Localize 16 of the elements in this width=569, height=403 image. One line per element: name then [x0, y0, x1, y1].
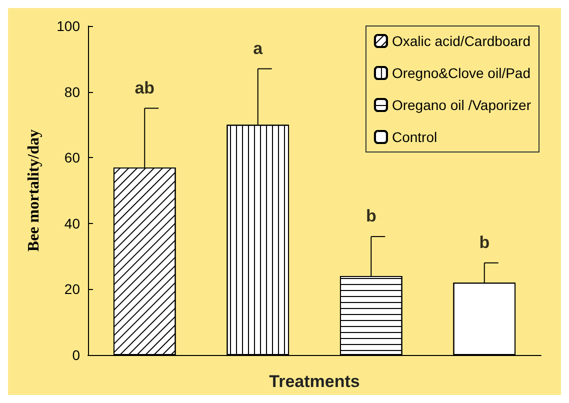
y-tick-label: 60 [64, 150, 80, 166]
y-axis-title: Bee mortality/day [26, 129, 42, 252]
y-tick-label: 80 [64, 84, 80, 100]
x-axis-title: Treatments [269, 372, 360, 391]
legend-label: Oregno&Clove oil/Pad [392, 65, 530, 81]
legend-label: Oxalic acid/Cardboard [392, 33, 530, 49]
annotation: b [366, 206, 376, 226]
annotation: a [253, 38, 264, 58]
legend-label: Oregano oil /Vaporizer [392, 97, 532, 113]
annotation: b [479, 232, 490, 252]
y-tick-label: 20 [64, 281, 80, 298]
y-tick-label: 0 [72, 347, 80, 363]
y-tick-label: 40 [64, 215, 80, 232]
y-tick-label: 100 [56, 18, 80, 34]
legend-label: Control [392, 129, 438, 145]
annotation: ab [134, 78, 155, 98]
